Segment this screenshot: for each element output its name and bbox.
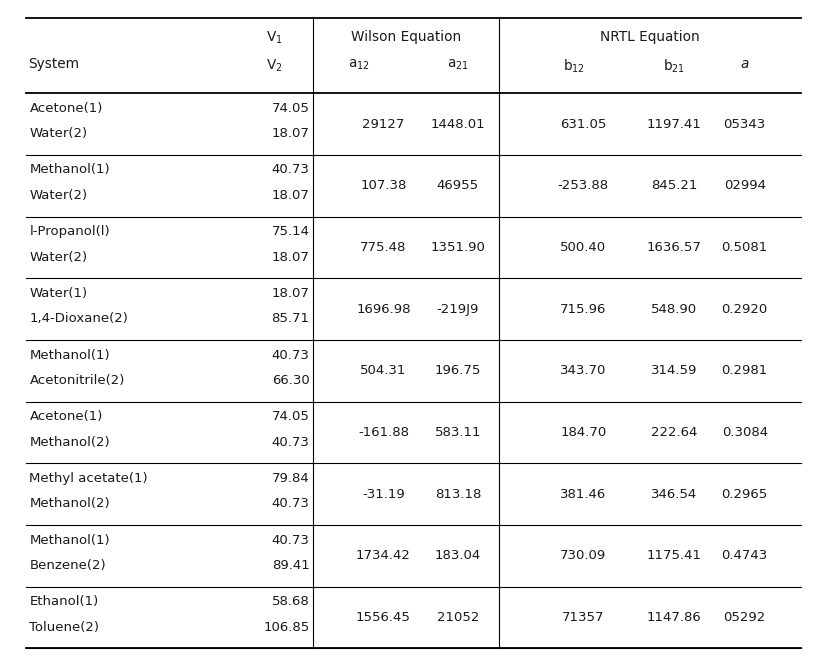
Text: 504.31: 504.31 [361, 364, 407, 378]
Text: Methanol(1): Methanol(1) [30, 534, 110, 546]
Text: 1636.57: 1636.57 [647, 241, 701, 254]
Text: 74.05: 74.05 [271, 410, 309, 423]
Text: 1,4-Dioxane(2): 1,4-Dioxane(2) [30, 312, 128, 326]
Text: NRTL Equation: NRTL Equation [600, 30, 700, 43]
Text: Methanol(1): Methanol(1) [30, 349, 110, 362]
Text: Toluene(2): Toluene(2) [30, 621, 99, 634]
Text: 1147.86: 1147.86 [647, 611, 701, 624]
Text: 1175.41: 1175.41 [647, 550, 701, 562]
Text: Water(2): Water(2) [30, 189, 88, 202]
Text: Methyl acetate(1): Methyl acetate(1) [30, 472, 148, 485]
Text: 106.85: 106.85 [263, 621, 309, 634]
Text: 0.4743: 0.4743 [722, 550, 767, 562]
Text: 0.3084: 0.3084 [722, 426, 767, 439]
Text: $\it{a}$: $\it{a}$ [740, 57, 749, 71]
Text: 1448.01: 1448.01 [431, 117, 485, 130]
Text: -31.19: -31.19 [362, 488, 404, 501]
Text: 18.07: 18.07 [271, 127, 309, 140]
Text: l-Propanol(l): l-Propanol(l) [30, 225, 110, 238]
Text: -253.88: -253.88 [557, 179, 609, 192]
Text: 346.54: 346.54 [651, 488, 697, 501]
Text: 0.2981: 0.2981 [722, 364, 767, 378]
Text: 381.46: 381.46 [560, 488, 606, 501]
Text: Benzene(2): Benzene(2) [30, 559, 106, 572]
Text: 46955: 46955 [437, 179, 479, 192]
Text: 05343: 05343 [724, 117, 766, 130]
Text: 21052: 21052 [437, 611, 479, 624]
Text: 1734.42: 1734.42 [356, 550, 411, 562]
Text: V$_1$: V$_1$ [265, 30, 282, 46]
Text: Wilson Equation: Wilson Equation [351, 30, 461, 43]
Text: 715.96: 715.96 [560, 302, 606, 316]
Text: 58.68: 58.68 [272, 595, 309, 608]
Text: 40.73: 40.73 [271, 534, 309, 546]
Text: 66.30: 66.30 [272, 374, 309, 387]
Text: 813.18: 813.18 [435, 488, 481, 501]
Text: 775.48: 775.48 [361, 241, 407, 254]
Text: 89.41: 89.41 [272, 559, 309, 572]
Text: 40.73: 40.73 [271, 436, 309, 449]
Text: 314.59: 314.59 [651, 364, 697, 378]
Text: Water(1): Water(1) [30, 287, 88, 300]
Text: V$_2$: V$_2$ [265, 57, 282, 74]
Text: 75.14: 75.14 [271, 225, 309, 238]
Text: 196.75: 196.75 [435, 364, 481, 378]
Text: 1556.45: 1556.45 [356, 611, 411, 624]
Text: Methanol(2): Methanol(2) [30, 498, 110, 511]
Text: b$_{21}$: b$_{21}$ [663, 57, 685, 74]
Text: 0.5081: 0.5081 [722, 241, 767, 254]
Text: 40.73: 40.73 [271, 349, 309, 362]
Text: b$_{12}$: b$_{12}$ [563, 57, 586, 74]
Text: 583.11: 583.11 [434, 426, 481, 439]
Text: 02994: 02994 [724, 179, 766, 192]
Text: 71357: 71357 [562, 611, 605, 624]
Text: 79.84: 79.84 [272, 472, 309, 485]
Text: 18.07: 18.07 [271, 287, 309, 300]
Text: Ethanol(1): Ethanol(1) [30, 595, 98, 608]
Text: a$_{12}$: a$_{12}$ [348, 57, 370, 72]
Text: Methanol(2): Methanol(2) [30, 436, 110, 449]
Text: 40.73: 40.73 [271, 498, 309, 511]
Text: 40.73: 40.73 [271, 163, 309, 177]
Text: 184.70: 184.70 [560, 426, 606, 439]
Text: Methanol(1): Methanol(1) [30, 163, 110, 177]
Text: -161.88: -161.88 [358, 426, 409, 439]
Text: Acetonitrile(2): Acetonitrile(2) [30, 374, 125, 387]
Text: 548.90: 548.90 [651, 302, 697, 316]
Text: System: System [29, 57, 79, 71]
Text: 183.04: 183.04 [435, 550, 481, 562]
Text: 05292: 05292 [724, 611, 766, 624]
Text: 0.2920: 0.2920 [722, 302, 767, 316]
Text: 631.05: 631.05 [560, 117, 606, 130]
Text: 74.05: 74.05 [271, 101, 309, 115]
Text: a$_{21}$: a$_{21}$ [447, 57, 469, 72]
Text: 107.38: 107.38 [361, 179, 407, 192]
Text: 730.09: 730.09 [560, 550, 606, 562]
Text: 222.64: 222.64 [651, 426, 697, 439]
Text: 845.21: 845.21 [651, 179, 697, 192]
Text: 85.71: 85.71 [271, 312, 309, 326]
Text: 0.2965: 0.2965 [722, 488, 767, 501]
Text: 1351.90: 1351.90 [430, 241, 485, 254]
Text: -219J9: -219J9 [437, 302, 479, 316]
Text: 1197.41: 1197.41 [647, 117, 701, 130]
Text: Acetone(1): Acetone(1) [30, 101, 103, 115]
Text: 343.70: 343.70 [560, 364, 606, 378]
Text: 500.40: 500.40 [560, 241, 606, 254]
Text: 18.07: 18.07 [271, 189, 309, 202]
Text: 1696.98: 1696.98 [356, 302, 411, 316]
Text: Acetone(1): Acetone(1) [30, 410, 103, 423]
Text: Water(2): Water(2) [30, 251, 88, 264]
Text: Water(2): Water(2) [30, 127, 88, 140]
Text: 29127: 29127 [362, 117, 404, 130]
Text: 18.07: 18.07 [271, 251, 309, 264]
